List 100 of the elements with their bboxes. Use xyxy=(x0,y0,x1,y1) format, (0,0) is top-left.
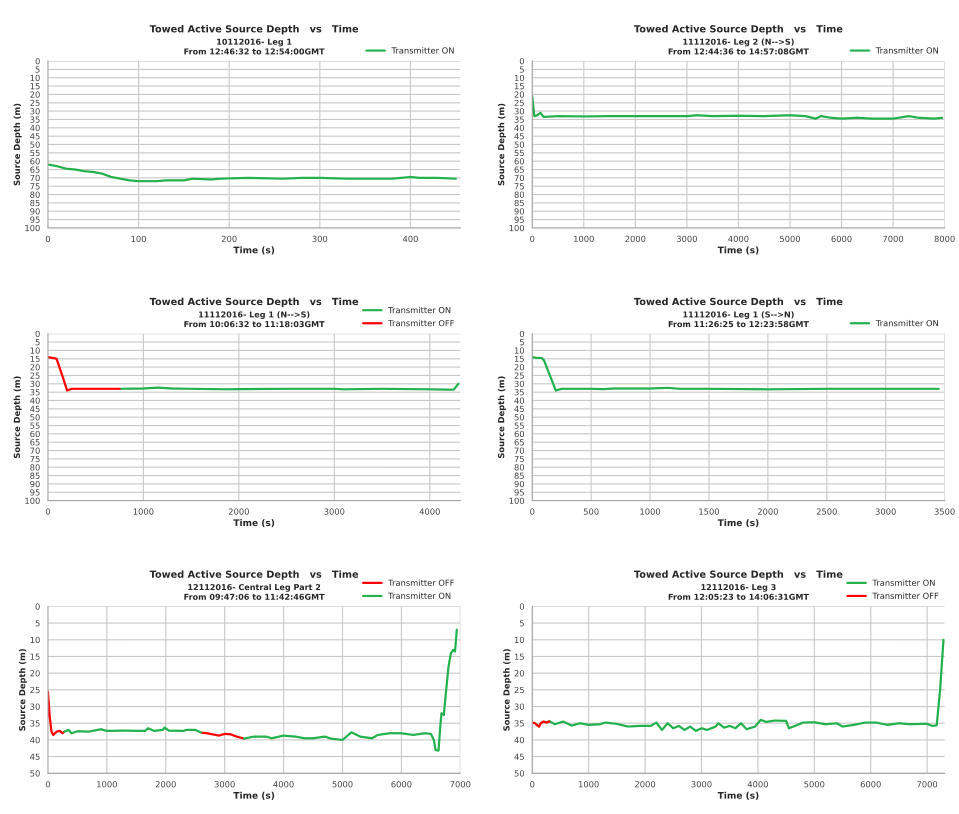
y-tick-label: 15 xyxy=(30,83,40,90)
y-tick-label: 90 xyxy=(514,480,524,488)
x-tick-label: 100 xyxy=(132,236,146,242)
y-axis-title: Source Depth (m) xyxy=(14,104,22,186)
x-tick-label: 5000 xyxy=(332,781,353,788)
y-tick-label: 70 xyxy=(514,448,524,454)
x-axis-title: Time (s) xyxy=(233,519,274,528)
x-tick-label: 1500 xyxy=(699,508,720,515)
y-tick-label: 10 xyxy=(30,347,40,354)
y-tick-label: 10 xyxy=(514,636,524,644)
y-tick-label: 60 xyxy=(514,158,524,164)
y-tick-label: 40 xyxy=(514,397,524,404)
y-tick-label: 25 xyxy=(30,372,40,379)
y-tick-label: 90 xyxy=(30,208,40,215)
y-tick-label: 75 xyxy=(30,183,40,190)
y-tick-label: 25 xyxy=(514,100,524,106)
y-tick-label: 65 xyxy=(30,166,40,173)
x-tick-label: 1000 xyxy=(578,781,599,788)
y-tick-label: 5 xyxy=(520,620,524,626)
y-tick-label: 10 xyxy=(30,636,40,644)
y-tick-label: 50 xyxy=(30,414,40,420)
y-tick-label: 80 xyxy=(514,192,524,198)
line-series xyxy=(548,638,945,732)
y-tick-label: 45 xyxy=(30,406,40,412)
y-tick-label: 85 xyxy=(514,472,524,479)
x-tick-label: 1000 xyxy=(134,508,154,515)
x-axis-title: Time (s) xyxy=(718,246,758,254)
x-tick-label: 4000 xyxy=(748,781,768,788)
y-tick-label: 35 xyxy=(30,116,40,123)
y-tick-label: 0 xyxy=(520,330,524,338)
y-tick-label: 50 xyxy=(514,770,524,777)
y-tick-label: 30 xyxy=(514,380,524,388)
y-tick-label: 85 xyxy=(30,200,40,206)
y-tick-label: 35 xyxy=(514,720,524,727)
y-tick-label: 40 xyxy=(30,397,40,404)
y-tick-label: 20 xyxy=(514,364,524,370)
x-tick-label: 5000 xyxy=(780,236,800,242)
chart-subtitle: 11112016- Leg 1 (S-->N) From 11:26:25 to 12:23:58GMT xyxy=(668,311,809,328)
y-tick-label: 0 xyxy=(36,58,40,64)
y-tick-label: 0 xyxy=(520,603,524,610)
chart-subtitle: 11112016- Leg 2 (N-->S) From 12:44:36 to 14:57:08GMT xyxy=(668,38,809,54)
x-tick-label: 2000 xyxy=(228,508,249,515)
x-tick-label: 7000 xyxy=(450,781,470,788)
y-tick-label: 10 xyxy=(30,74,40,82)
x-tick-label: 0 xyxy=(46,781,50,788)
x-tick-label: 0 xyxy=(46,236,50,242)
y-tick-label: 30 xyxy=(514,108,524,114)
y-tick-label: 45 xyxy=(514,754,524,760)
x-tick-label: 6000 xyxy=(832,236,852,242)
x-tick-label: 0 xyxy=(530,236,534,242)
y-tick-label: 35 xyxy=(514,389,524,396)
x-tick-label: 4000 xyxy=(728,236,748,242)
line-series xyxy=(532,94,944,120)
y-tick-label: 65 xyxy=(30,439,40,446)
chart-title: Towed Active Source Depth vs Time xyxy=(150,298,358,308)
x-tick-label: 8000 xyxy=(934,236,955,242)
y-tick-label: 70 xyxy=(30,174,40,182)
y-tick-label: 80 xyxy=(30,192,40,198)
y-tick-label: 95 xyxy=(514,489,524,496)
y-tick-label: 35 xyxy=(514,116,524,123)
y-tick-label: 15 xyxy=(514,654,524,660)
x-axis-title: Time (s) xyxy=(233,792,274,800)
x-tick-label: 7000 xyxy=(883,236,904,242)
y-tick-label: 20 xyxy=(514,670,524,676)
x-tick-label: 2000 xyxy=(635,781,656,788)
chart-subtitle: 10112016- Leg 1 From 12:46:32 to 12:54:00GMT xyxy=(184,38,325,54)
y-tick-label: 100 xyxy=(25,498,40,504)
x-tick-label: 3000 xyxy=(324,508,344,515)
y-tick-label: 30 xyxy=(30,704,40,710)
y-tick-label: 85 xyxy=(30,472,40,479)
y-tick-label: 45 xyxy=(514,133,524,140)
legend-label: Transmitter ON xyxy=(388,306,450,314)
legend-label: Transmitter OFF xyxy=(872,592,938,599)
y-tick-label: 25 xyxy=(514,372,524,379)
x-tick-label: 0 xyxy=(530,508,534,515)
x-tick-label: 5000 xyxy=(804,781,824,788)
y-tick-label: 90 xyxy=(30,480,40,488)
line-series xyxy=(48,356,121,392)
x-tick-label: 400 xyxy=(402,236,418,242)
y-tick-label: 30 xyxy=(30,108,40,114)
chart-subtitle: 12112016- Leg 3 From 12:05:23 to 14:06:31GMT xyxy=(668,584,809,600)
y-tick-label: 10 xyxy=(514,347,524,354)
x-axis-title: Time (s) xyxy=(233,246,274,254)
y-tick-label: 80 xyxy=(514,464,524,471)
y-axis-title: Source Depth (m) xyxy=(503,649,512,731)
x-tick-label: 6000 xyxy=(860,781,881,788)
y-tick-label: 5 xyxy=(520,339,524,346)
y-tick-label: 65 xyxy=(514,166,524,173)
x-tick-label: 300 xyxy=(312,236,328,242)
x-tick-label: 4000 xyxy=(420,508,440,515)
y-tick-label: 55 xyxy=(514,422,524,429)
y-tick-label: 55 xyxy=(30,150,40,156)
y-tick-label: 60 xyxy=(30,158,40,164)
chart-subtitle: 11112016- Leg 1 (N-->S) From 10:06:32 to 11:18:03GMT xyxy=(184,311,325,328)
x-tick-label: 6000 xyxy=(391,781,412,788)
x-tick-label: 7000 xyxy=(917,781,938,788)
y-axis-title: Source Depth (m) xyxy=(498,376,506,458)
y-tick-label: 85 xyxy=(514,200,524,206)
x-tick-label: 3500 xyxy=(934,508,955,515)
chart-title: Towed Active Source Depth vs Time xyxy=(150,24,358,34)
